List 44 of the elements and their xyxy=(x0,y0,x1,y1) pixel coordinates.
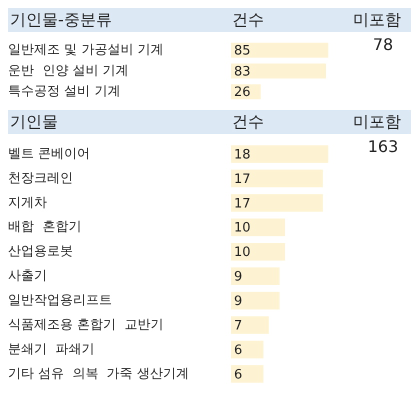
y-tick-label: 운반 인양 설비 기계 xyxy=(8,63,129,78)
bar xyxy=(231,194,323,212)
data-label: 83 xyxy=(234,64,251,80)
data-label: 9 xyxy=(234,270,242,285)
y-tick-label: 일반작업용리프트 xyxy=(8,293,112,308)
text: 기인물 xyxy=(10,112,58,133)
text: 미포함 xyxy=(353,112,401,133)
data-label: 6 xyxy=(234,342,242,358)
data-label: 6 xyxy=(234,367,242,382)
data-label: 9 xyxy=(234,294,242,310)
text: 78 xyxy=(372,35,394,54)
bar xyxy=(231,218,286,236)
bar xyxy=(231,267,280,286)
data-label: 10 xyxy=(234,245,251,260)
y-tick-label: 분쇄기 파쇄기 xyxy=(8,342,94,357)
y-tick-label: 기타 섬유 의복 가죽 생산기계 xyxy=(8,366,189,382)
data-label: 26 xyxy=(234,85,251,100)
x-axis-title: 건수 xyxy=(232,112,264,133)
bar xyxy=(231,292,280,310)
text: 기인물-중분류 xyxy=(10,10,112,31)
x-axis-title: 건수 xyxy=(232,10,264,31)
y-tick-label: 산업용로봇 xyxy=(8,244,73,260)
bar xyxy=(231,145,328,163)
data-label: 7 xyxy=(234,318,242,334)
y-tick-label: 사출기 xyxy=(8,268,47,284)
y-tick-label: 배합 혼합기 xyxy=(8,220,82,235)
y-tick-label: 일반제조 및 가공설비 기계 xyxy=(8,42,164,58)
text: 163 xyxy=(366,137,400,156)
data-label: 17 xyxy=(234,196,251,212)
bar xyxy=(231,316,269,334)
y-tick-label: 천장크레인 xyxy=(8,170,73,186)
y-tick-label: 특수공정 설비 기계 xyxy=(8,84,120,100)
data-label: 17 xyxy=(234,172,251,187)
data-label: 18 xyxy=(234,147,251,162)
data-label: 85 xyxy=(234,44,251,59)
bar xyxy=(231,170,323,188)
y-tick-label: 지게차 xyxy=(8,195,47,210)
y-tick-label: 벨트 콘베이어 xyxy=(8,146,90,162)
text: 미포함 xyxy=(353,10,401,31)
y-tick-label: 식품제조용 혼합기 교반기 xyxy=(8,317,164,332)
bar xyxy=(231,365,264,383)
bar xyxy=(231,340,264,358)
data-label: 10 xyxy=(234,220,251,236)
bar xyxy=(231,242,286,261)
